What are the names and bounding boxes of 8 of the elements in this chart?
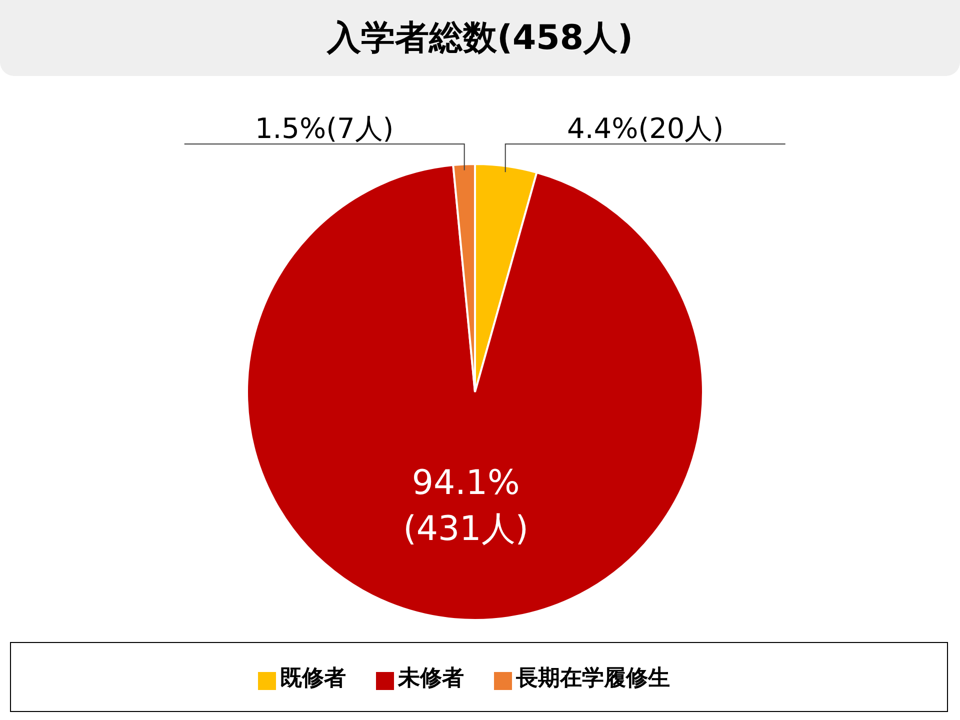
legend-label: 長期在学履修生 bbox=[516, 666, 670, 691]
data-label: 1.5%(7人) bbox=[254, 112, 394, 145]
legend-label: 未修者 bbox=[398, 666, 464, 691]
pie-slice bbox=[246, 164, 704, 621]
data-label: 94.1%(431人) bbox=[403, 463, 529, 550]
data-label: 4.4%(20人) bbox=[567, 112, 724, 145]
legend-label: 既修者 bbox=[280, 666, 346, 691]
chart-title: 入学者総数(458人) bbox=[0, 0, 960, 76]
